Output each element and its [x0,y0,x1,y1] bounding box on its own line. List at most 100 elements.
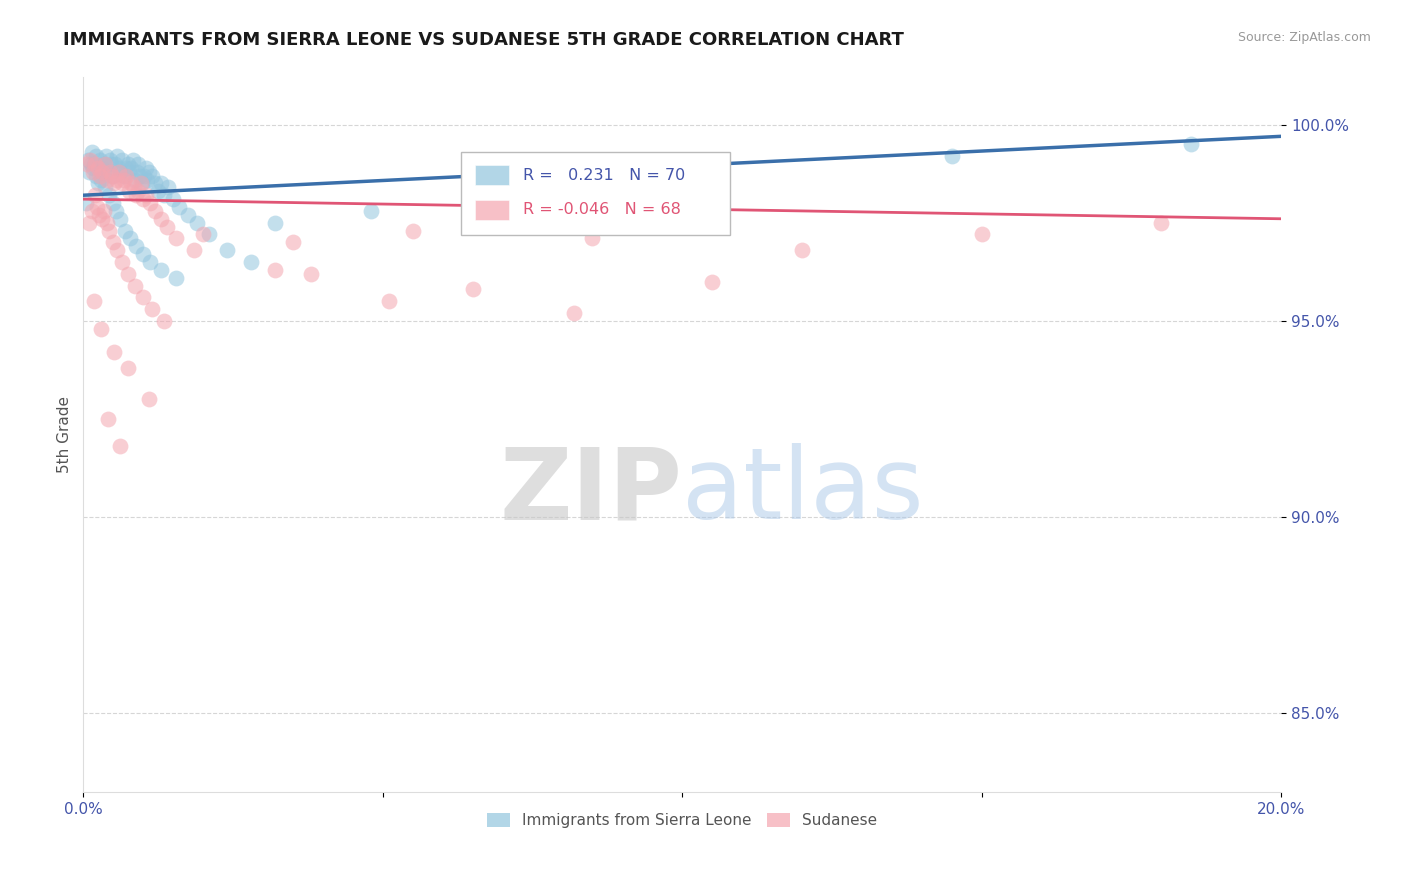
Text: R = -0.046   N = 68: R = -0.046 N = 68 [523,202,681,217]
Point [131,247,153,261]
Point [94,157,117,171]
Point [402,223,425,237]
Point [83,294,105,309]
Point [491,188,513,202]
Point [135,188,157,202]
Point [82,161,104,175]
Point [98,188,121,202]
Point [122,180,145,194]
Point [360,203,382,218]
Point [83,157,105,171]
Point [191,227,214,242]
Point [91,164,114,178]
Point [77,164,100,178]
Point [117,267,139,281]
Point [117,361,139,376]
Point [90,321,112,335]
Point [117,157,139,171]
Point [132,169,155,183]
FancyBboxPatch shape [475,200,509,219]
Point [150,177,173,191]
Point [1150,216,1173,230]
Point [80,203,103,218]
Point [118,184,141,198]
Point [264,262,287,277]
Point [165,231,187,245]
Point [118,164,141,178]
Point [165,270,187,285]
Point [125,164,148,178]
Point [91,164,114,178]
Point [96,172,118,186]
Point [115,169,138,183]
Point [105,203,128,218]
Point [96,216,118,230]
Text: atlas: atlas [682,443,924,541]
Point [98,223,121,237]
Point [93,157,115,171]
Point [177,208,200,222]
Point [124,278,146,293]
Point [141,169,163,183]
Point [97,164,120,178]
Point [120,177,142,191]
Point [84,157,107,171]
Point [150,262,173,277]
Point [98,164,121,178]
Point [132,192,155,206]
Point [240,255,263,269]
Point [90,172,112,186]
Point [127,157,149,171]
Point [83,188,105,202]
FancyBboxPatch shape [461,153,730,235]
Point [167,200,190,214]
Point [112,169,135,183]
Point [101,196,124,211]
Point [139,255,162,269]
Text: R =   0.231   N = 70: R = 0.231 N = 70 [523,168,685,183]
Point [75,196,97,211]
Point [125,188,148,202]
Point [114,223,136,237]
Point [461,282,484,296]
Point [941,149,963,163]
Point [107,161,129,175]
Point [94,180,117,194]
Point [86,200,108,214]
Point [122,153,145,167]
Point [377,294,399,309]
Point [89,153,111,167]
Point [108,211,131,226]
Point [105,172,128,186]
Point [198,227,221,242]
Point [138,164,160,178]
Point [86,149,108,163]
Point [135,161,157,175]
Point [111,177,134,191]
Point [82,145,104,159]
Point [136,172,159,186]
Point [105,149,128,163]
Point [108,164,131,178]
Point [104,157,127,171]
Point [162,192,184,206]
Point [103,169,125,183]
Point [93,203,115,218]
Point [124,172,146,186]
Point [264,216,287,230]
Text: IMMIGRANTS FROM SIERRA LEONE VS SUDANESE 5TH GRADE CORRELATION CHART: IMMIGRANTS FROM SIERRA LEONE VS SUDANESE… [63,31,904,49]
Point [110,164,132,178]
Point [299,267,322,281]
Point [129,169,152,183]
Point [87,177,110,191]
Point [138,392,160,407]
Point [76,157,98,171]
Point [146,184,169,198]
Point [215,243,238,257]
Point [111,153,134,167]
Point [80,157,103,171]
Point [90,211,112,226]
FancyBboxPatch shape [475,165,509,186]
Point [153,188,176,202]
Point [132,290,155,304]
